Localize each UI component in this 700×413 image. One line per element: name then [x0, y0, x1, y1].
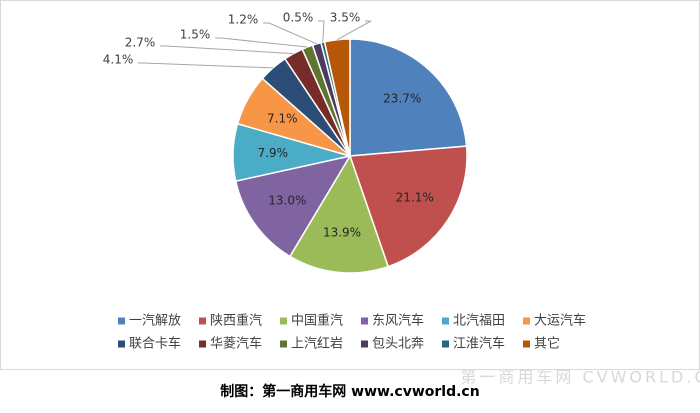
legend-swatch	[280, 340, 287, 348]
legend-label: 大运汽车	[534, 313, 586, 329]
data-label: 13.0%	[268, 194, 306, 208]
legend-swatch	[118, 317, 125, 325]
legend-swatch	[361, 317, 368, 325]
data-label: 7.1%	[267, 111, 298, 125]
legend-swatch	[442, 340, 449, 348]
data-label: 2.7%	[125, 36, 156, 50]
legend-swatch	[199, 317, 206, 325]
data-label: 0.5%	[283, 11, 314, 25]
watermark: 第一商用车网 CVWORLD.CN	[460, 368, 700, 387]
legend-swatch	[523, 317, 530, 325]
legend-swatch	[442, 317, 449, 325]
legend-swatch	[280, 317, 287, 325]
legend-label: 华菱汽车	[210, 336, 262, 352]
data-label: 4.1%	[103, 53, 134, 67]
legend-label: 陕西重汽	[210, 313, 262, 329]
legend-label: 其它	[534, 336, 560, 352]
leader-line	[138, 62, 274, 69]
pie-slice	[348, 145, 468, 268]
leader-line	[336, 20, 372, 41]
data-label: 1.5%	[180, 28, 211, 42]
legend-label: 北汽福田	[453, 314, 505, 329]
leader-line	[160, 45, 294, 55]
legend-swatch	[199, 340, 206, 348]
pie-slice	[288, 154, 390, 274]
pie-slice	[323, 38, 351, 157]
legend-label: 上汽红岩	[291, 336, 343, 352]
legend-label: 联合卡车	[129, 336, 181, 352]
pie-slice	[349, 38, 468, 157]
legend-label: 江淮汽车	[453, 336, 505, 352]
legend-label: 包头北奔	[372, 337, 424, 352]
legend-label: 东风汽车	[372, 313, 424, 329]
data-label: 7.9%	[258, 146, 289, 160]
legend-swatch	[118, 340, 125, 348]
leader-line	[318, 20, 325, 43]
pie-slice	[234, 154, 352, 258]
legend-label: 中国重汽	[291, 313, 343, 329]
legend-label: 一汽解放	[129, 314, 181, 329]
leader-line	[263, 22, 317, 45]
source-note: 制图：第一商用车网 www.cvworld.cn	[220, 383, 479, 400]
data-label: 3.5%	[330, 11, 361, 25]
legend-swatch	[361, 340, 368, 348]
legend-swatch	[523, 340, 530, 348]
leader-line	[215, 37, 308, 48]
data-label: 23.7%	[383, 92, 421, 106]
data-label: 13.9%	[323, 225, 361, 239]
data-label: 1.2%	[228, 13, 259, 27]
data-label: 21.1%	[396, 191, 434, 205]
